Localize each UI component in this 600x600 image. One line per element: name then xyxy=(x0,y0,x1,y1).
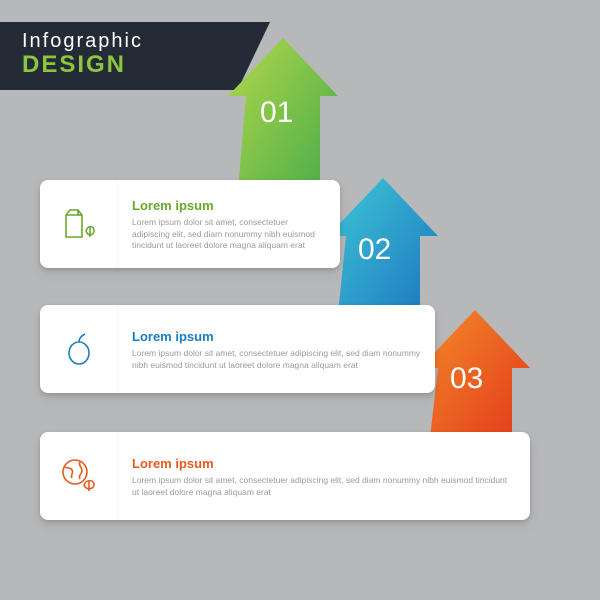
card-body-3: Lorem ipsum Lorem ipsum dolor sit amet, … xyxy=(118,432,530,520)
card-body-2: Lorem ipsum Lorem ipsum dolor sit amet, … xyxy=(118,305,435,393)
card-title-1: Lorem ipsum xyxy=(132,198,326,213)
info-card-1: Lorem ipsum Lorem ipsum dolor sit amet, … xyxy=(40,180,340,268)
infographic-canvas: Infographic DESIGN 01 02 xyxy=(0,0,600,600)
card-text-3: Lorem ipsum dolor sit amet, consectetuer… xyxy=(132,475,516,498)
card-text-1: Lorem ipsum dolor sit amet, consectetuer… xyxy=(132,217,326,251)
step-number-3: 03 xyxy=(450,362,483,396)
plum-icon xyxy=(40,305,118,393)
step-number-2: 02 xyxy=(358,233,391,267)
package-leaf-icon xyxy=(40,180,118,268)
card-body-1: Lorem ipsum Lorem ipsum dolor sit amet, … xyxy=(118,180,340,268)
card-title-3: Lorem ipsum xyxy=(132,456,516,471)
info-card-2: Lorem ipsum Lorem ipsum dolor sit amet, … xyxy=(40,305,435,393)
card-title-2: Lorem ipsum xyxy=(132,329,421,344)
info-card-3: Lorem ipsum Lorem ipsum dolor sit amet, … xyxy=(40,432,530,520)
step-number-1: 01 xyxy=(260,96,293,130)
earth-leaf-icon xyxy=(40,432,118,520)
card-text-2: Lorem ipsum dolor sit amet, consectetuer… xyxy=(132,348,421,371)
